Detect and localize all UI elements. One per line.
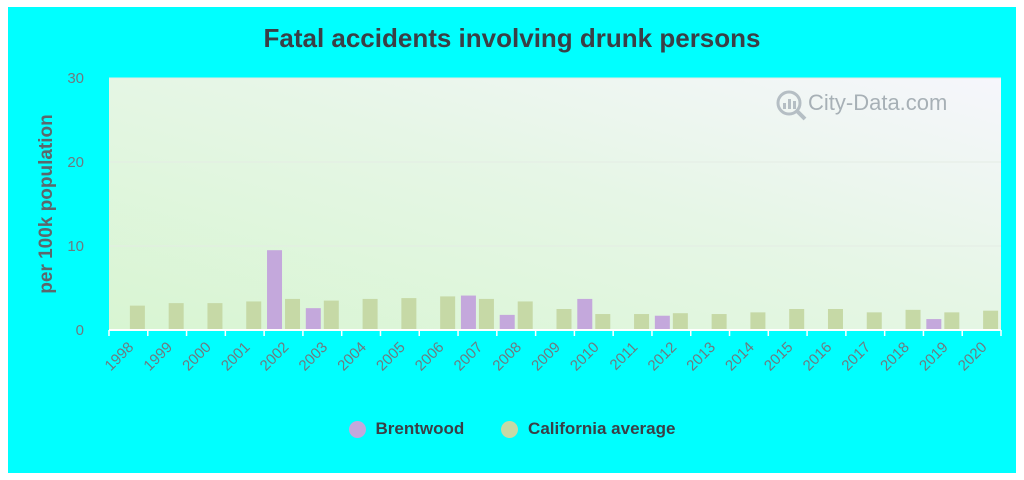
- legend-item-brentwood: Brentwood: [348, 419, 465, 439]
- bar-california-average: [634, 314, 650, 330]
- bar-california-average: [827, 309, 843, 330]
- grid-lines: [109, 77, 1001, 247]
- x-tick-label: 2002: [257, 339, 293, 375]
- y-tick-label: 30: [67, 70, 84, 87]
- x-tick-label: 2015: [761, 339, 797, 375]
- x-tick-label: 2016: [800, 339, 836, 375]
- x-tick-label: 2003: [296, 339, 332, 375]
- chart-svg: 0 10 20 30 per 100k population City-Data.co…: [36, 70, 1002, 375]
- bars: [129, 250, 999, 330]
- bar-california-average: [323, 300, 339, 330]
- x-tick-label: 2019: [916, 339, 952, 375]
- bar-brentwood: [267, 250, 283, 330]
- legend: Brentwood California average: [8, 419, 1016, 443]
- bar-brentwood: [926, 319, 942, 330]
- y-axis-ticks: 0 10 20 30: [67, 70, 84, 339]
- x-tick-label: 2011: [607, 339, 642, 374]
- bar-california-average: [168, 303, 184, 330]
- bar-california-average: [789, 309, 805, 330]
- x-tick-label: 2018: [877, 339, 913, 375]
- bar-california-average: [750, 312, 766, 330]
- bar-california-average: [129, 305, 145, 330]
- bar-california-average: [207, 303, 223, 330]
- bar-california-average: [440, 296, 456, 330]
- bar-brentwood: [305, 308, 321, 330]
- x-tick-label: 2012: [645, 339, 681, 375]
- watermark-text: City-Data.com: [808, 90, 947, 115]
- legend-label-california-average: California average: [528, 419, 676, 438]
- x-tick-label: 1999: [140, 339, 176, 375]
- x-tick-label: 2001: [218, 339, 254, 375]
- chart-title: Fatal accidents involving drunk persons: [263, 23, 761, 53]
- legend-swatch-california-average: [501, 420, 519, 438]
- bar-brentwood: [577, 298, 593, 330]
- x-tick-label: 2009: [528, 339, 564, 375]
- bar-california-average: [711, 314, 727, 330]
- bar-california-average: [362, 298, 378, 330]
- y-axis-label: per 100k population: [36, 114, 57, 293]
- bar-california-average: [246, 301, 262, 330]
- bar-california-average: [401, 298, 417, 330]
- bar-brentwood: [499, 314, 515, 330]
- bar-brentwood: [460, 295, 476, 330]
- y-tick-label: 10: [67, 238, 84, 255]
- bar-brentwood: [654, 315, 670, 330]
- x-tick-label: 2004: [334, 339, 370, 375]
- x-tick-label: 1998: [102, 339, 138, 375]
- watermark: City-Data.com: [776, 90, 947, 121]
- x-tick-label: 2014: [722, 339, 758, 375]
- bar-california-average: [556, 309, 572, 330]
- x-tick-label: 2010: [567, 339, 603, 375]
- bar-california-average: [595, 314, 611, 330]
- x-tick-label: 2007: [451, 339, 487, 375]
- city-data-logo-icon: [776, 90, 807, 121]
- legend-item-california-average: California average: [501, 419, 675, 439]
- bar-california-average: [866, 312, 882, 330]
- x-tick-label: 2006: [412, 339, 448, 375]
- x-tick-label: 2017: [838, 339, 874, 375]
- plot-background: [109, 78, 1001, 330]
- x-axis-ticks: 1998 1999 2000 2001 2002 2003 2004 2005 2006 2007…: [102, 330, 1002, 375]
- x-tick-label: 2008: [489, 339, 525, 375]
- legend-swatch-brentwood: [348, 420, 366, 438]
- bar-california-average: [672, 313, 688, 330]
- legend-label-brentwood: Brentwood: [375, 419, 465, 438]
- bar-california-average: [944, 312, 960, 330]
- bar-california-average: [285, 298, 301, 330]
- bar-california-average: [478, 298, 494, 330]
- bar-california-average: [905, 309, 921, 330]
- x-tick-label: 2000: [179, 339, 215, 375]
- x-tick-label: 2020: [955, 339, 991, 375]
- x-tick-label: 2005: [373, 339, 409, 375]
- chart-frame: Fatal accidents involving drunk persons …: [8, 7, 1016, 473]
- y-tick-label: 20: [67, 154, 84, 171]
- x-tick-label: 2013: [683, 339, 719, 375]
- bar-california-average: [517, 301, 533, 330]
- y-tick-label: 0: [76, 322, 84, 339]
- bar-california-average: [983, 310, 999, 330]
